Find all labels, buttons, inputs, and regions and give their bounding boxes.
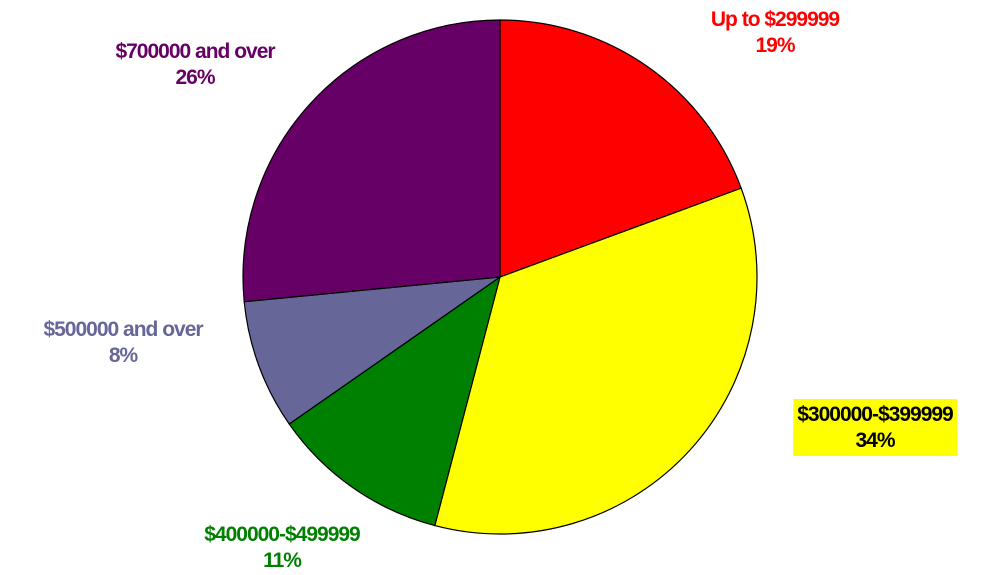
slice-labels: Up to $299999 19% $300000-$399999 34% $40000… <box>43 8 958 572</box>
slice-percent-2: 34% <box>855 429 895 452</box>
pie-slice-4 <box>243 276 503 425</box>
slice-label-group-3: $400000-$499999 11% <box>204 523 361 572</box>
slice-label-highlight-2 <box>793 399 958 456</box>
slice-percent-5: 26% <box>175 66 215 89</box>
slice-label-5: $700000 and over <box>115 40 275 63</box>
slice-label-group-2: $300000-$399999 34% <box>793 399 958 456</box>
pie-slices <box>242 19 758 535</box>
slice-label-group-4: $500000 and over 8% <box>43 318 204 367</box>
slice-percent-3: 11% <box>263 549 302 572</box>
slice-label-4: $500000 and over <box>43 318 203 341</box>
slice-label-2: $300000-$399999 <box>797 403 953 426</box>
pie-slice-5 <box>242 19 501 303</box>
pie-slice-2 <box>434 187 758 535</box>
slice-percent-4: 8% <box>109 344 139 367</box>
slice-label-1: Up to $299999 <box>711 8 840 31</box>
pie-slice-3 <box>288 275 501 527</box>
pie-slice-1 <box>499 19 742 278</box>
slice-label-3: $400000-$499999 <box>204 523 360 546</box>
slice-label-group-5: $700000 and over 26% <box>115 40 276 89</box>
slice-percent-1: 19% <box>755 34 795 57</box>
slice-label-group-1: Up to $299999 19% <box>711 8 841 57</box>
